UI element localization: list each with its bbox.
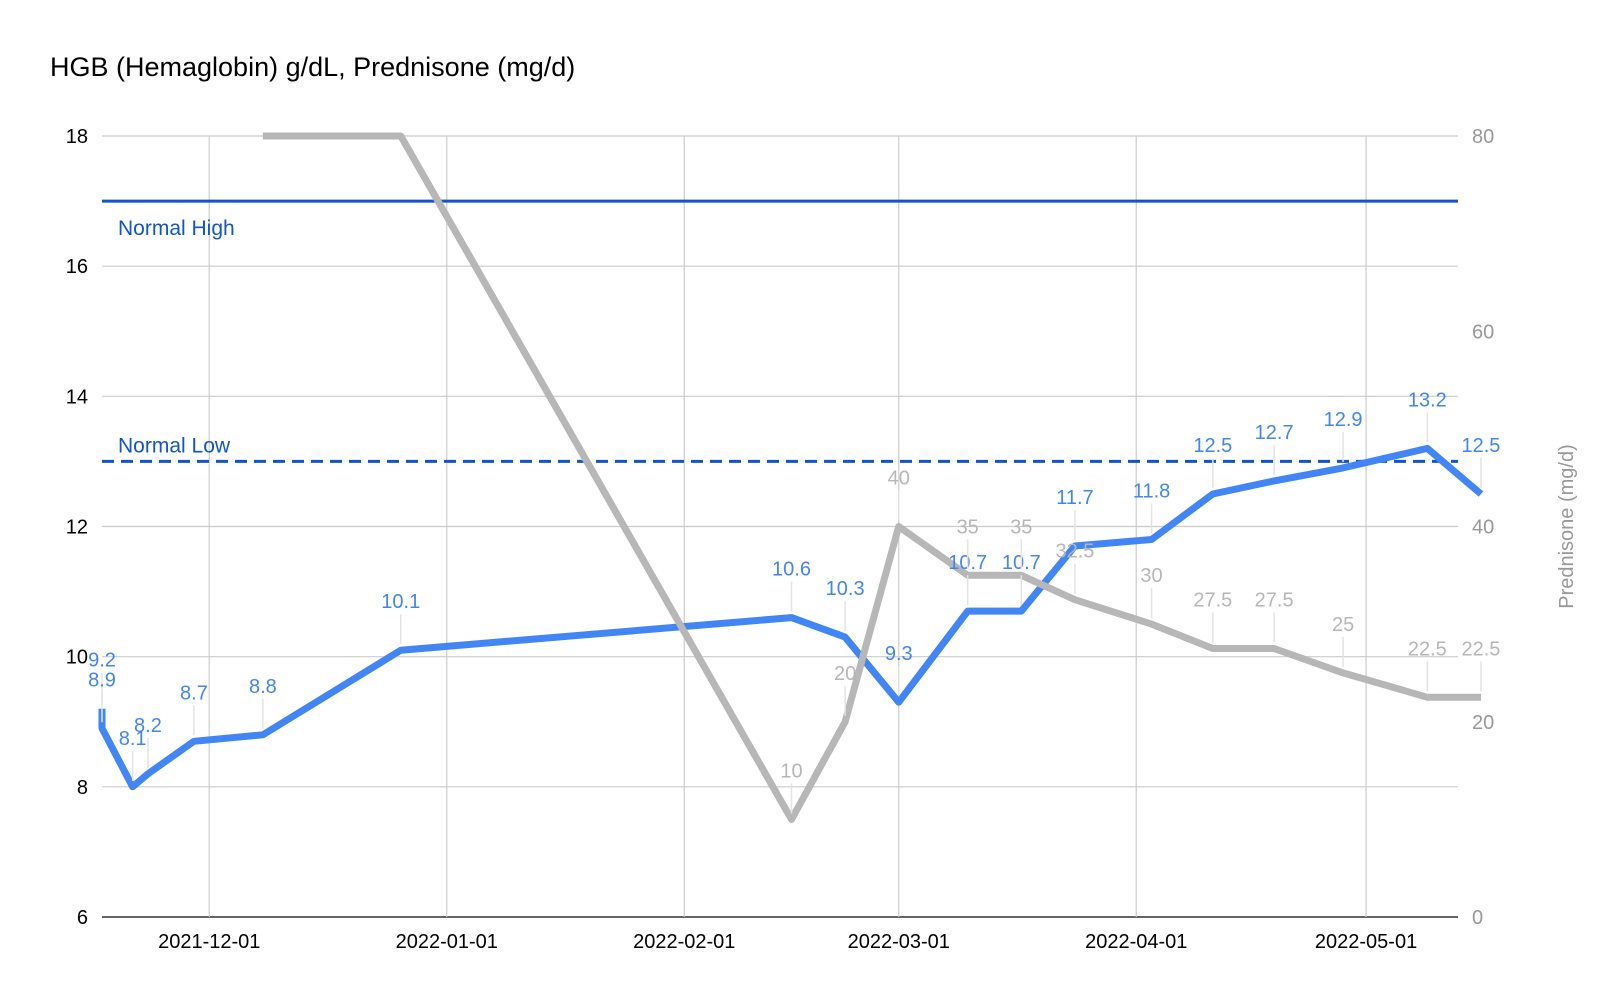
y-right-tick-label: 80: [1472, 126, 1494, 148]
y-left-tick-label: 12: [66, 517, 88, 539]
data-label: 35: [957, 516, 979, 538]
x-tick-label: 2022-05-01: [1315, 931, 1417, 953]
data-label: 12.9: [1324, 409, 1363, 431]
data-label: 12.5: [1462, 435, 1501, 457]
y-left-tick-label: 6: [77, 907, 88, 929]
series-line: [98, 444, 1484, 791]
data-label: 10: [780, 760, 802, 782]
reference-line-label: Normal Low: [118, 434, 231, 457]
data-label: 11.7: [1056, 487, 1093, 509]
y-right-axis-title: Prednisone (mg/d): [1556, 444, 1578, 609]
y-left-tick-label: 16: [66, 256, 88, 278]
data-labels: 9.28.98.18.28.7 8.810.110.610.39.310.7 10.…: [88, 389, 1501, 814]
data-label: 8.7: [180, 682, 208, 704]
data-label: 20: [834, 663, 856, 685]
data-label: 8.9: [88, 669, 116, 691]
chart-title: HGB (Hemaglobin) g/dL, Prednisone (mg/d): [50, 52, 576, 82]
y-right-tick-label: 0: [1472, 907, 1483, 929]
data-label: 8.1: [119, 728, 147, 750]
data-label: 27.5: [1193, 590, 1232, 612]
data-label: 22.5: [1462, 638, 1501, 660]
data-label: 8.8: [249, 676, 277, 698]
data-label: 12.7: [1255, 422, 1294, 444]
data-label: 35: [1010, 516, 1032, 538]
axes: 6 8 10 12 14 16 18 0 20 40 60 80 2021-12-01 2022-01-0…: [66, 126, 1578, 953]
y-right-tick-label: 60: [1472, 321, 1494, 343]
y-left-tick-label: 8: [77, 777, 88, 799]
data-label: 12.5: [1193, 435, 1232, 457]
data-label: 32.5: [1055, 541, 1094, 563]
y-right-tick-label: 20: [1472, 712, 1494, 734]
data-label: 11.8: [1133, 481, 1170, 503]
x-tick-label: 2022-02-01: [633, 931, 735, 953]
data-label: 13.2: [1408, 389, 1447, 411]
y-left-tick-label: 18: [66, 126, 88, 148]
data-label: 40: [888, 468, 910, 490]
x-tick-label: 2022-01-01: [396, 931, 498, 953]
x-tick-label: 2021-12-01: [158, 931, 260, 953]
data-label: 9.2: [88, 650, 116, 672]
y-right-tick-label: 40: [1472, 517, 1494, 539]
data-label: 30: [1140, 565, 1162, 587]
data-label: 27.5: [1255, 590, 1294, 612]
data-label: 10.3: [826, 578, 865, 600]
y-left-tick-label: 10: [66, 647, 88, 669]
data-label: 9.3: [885, 643, 913, 665]
reference-lines: Normal High Normal Low: [102, 199, 1458, 463]
data-label: 25: [1332, 614, 1354, 636]
data-label: 10.1: [381, 591, 420, 613]
x-tick-label: 2022-03-01: [848, 931, 950, 953]
reference-line-label: Normal High: [118, 217, 235, 240]
series-lines: [98, 132, 1484, 823]
y-left-tick-label: 14: [66, 386, 88, 408]
data-label: 10.6: [772, 559, 811, 581]
data-label: 8.2: [134, 715, 162, 737]
data-label: 22.5: [1408, 638, 1447, 660]
x-tick-label: 2022-04-01: [1085, 931, 1187, 953]
series-line: [262, 132, 1481, 823]
